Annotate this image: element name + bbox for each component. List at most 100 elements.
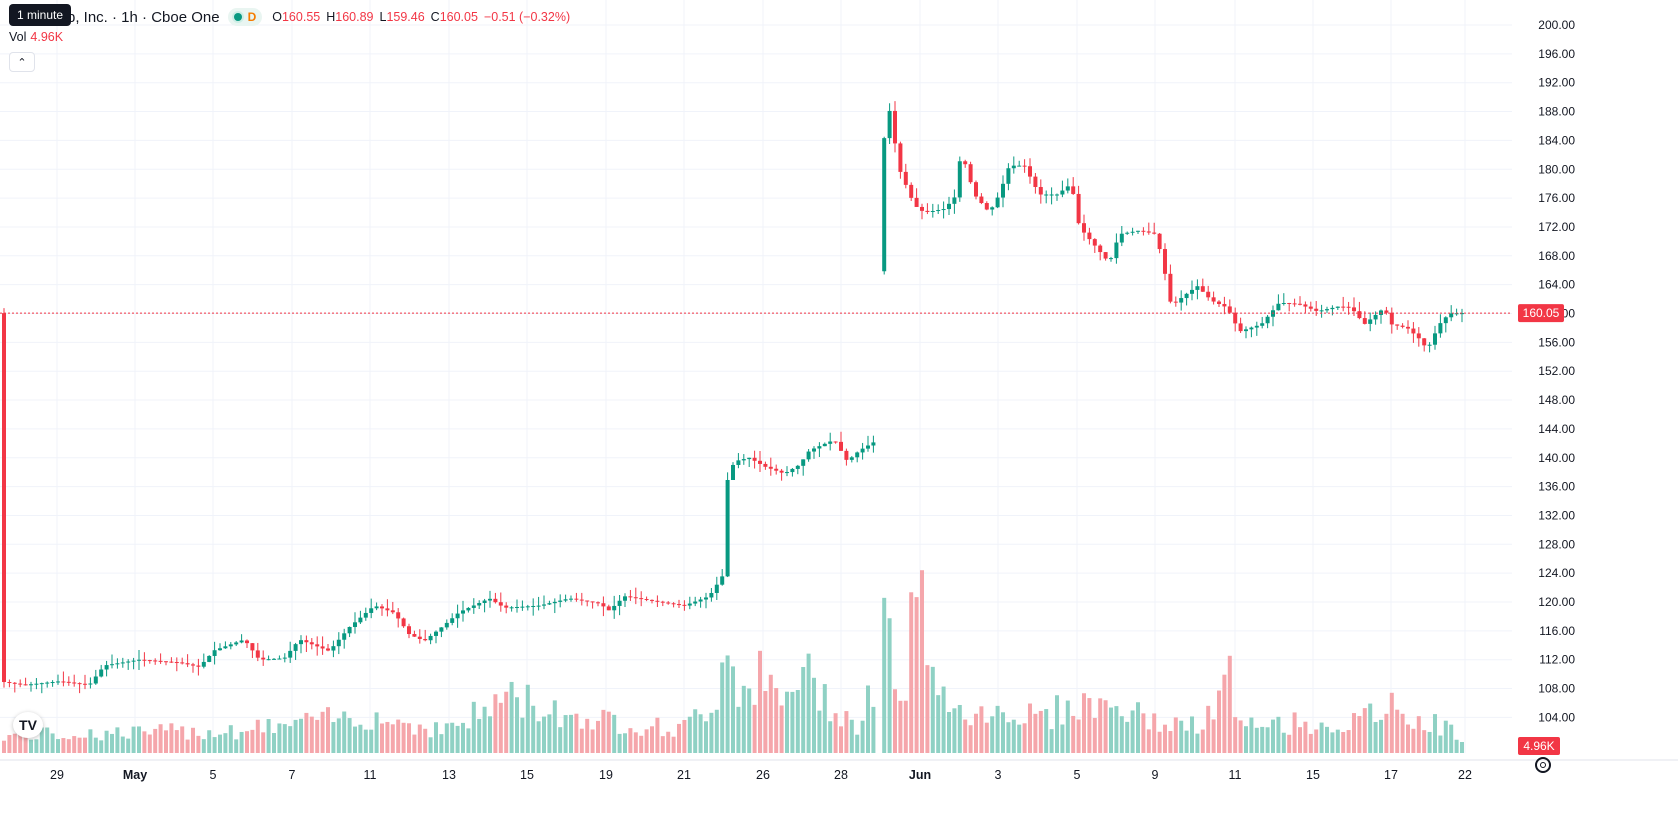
candle-body [1131,232,1135,233]
volume-bar [337,718,341,753]
candle-body [839,442,843,451]
volume-bar [407,723,411,753]
volume-bar [434,722,438,753]
volume-label[interactable]: Vol [9,30,26,44]
volume-bar [148,735,152,753]
candle-body [639,598,643,599]
candle-body [618,601,622,606]
volume-value: 4.96K [30,30,63,44]
candle-body [358,618,362,623]
candle-body [1422,338,1426,345]
candle-body [1125,233,1129,234]
volume-bar [558,727,562,753]
candle-body [1217,302,1221,304]
volume-bar [375,712,379,753]
volume-bar [1217,691,1221,753]
x-tick-label: 9 [1152,768,1159,782]
candle-body [202,662,206,667]
volume-bar [1287,735,1291,753]
candle-body [1244,329,1248,331]
candle-body [904,172,908,185]
volume-bar [796,690,800,753]
volume-bar [898,701,902,753]
volume-bar [1120,716,1124,753]
candle-body [429,636,433,640]
volume-bar [1417,716,1421,753]
volume-bar [574,714,578,753]
candle-body [925,211,929,212]
candle-body [148,660,152,661]
price-axis[interactable]: 200.00 196.00 192.00 188.00 184.00 180.00 176.… [1538,18,1575,724]
candle-body [72,682,76,683]
volume-bar [672,737,676,753]
open-label: O [272,10,282,24]
candle-body [288,651,292,658]
candle-body [861,449,865,453]
candle-body [1374,315,1378,319]
candle-body [1104,252,1108,258]
volume-bar [996,706,1000,753]
volume-bar [596,721,600,753]
tradingview-logo-icon[interactable]: TV [13,712,43,738]
x-tick-label: 11 [364,768,377,782]
candle-body [13,683,17,684]
volume-bar [137,726,141,753]
volume-bar [726,655,730,753]
volume-bar [1352,713,1356,753]
x-tick-label: 15 [520,768,534,782]
candle-body [1006,168,1010,184]
volume-bar [78,738,82,753]
volume-bar [272,733,276,753]
collapse-legend-button[interactable]: ⌃ [9,52,35,72]
volume-bar [180,726,184,753]
symbol-title[interactable]: p, Inc. · 1h · Cboe One [67,9,220,26]
volume-bar [790,692,794,753]
volume-bar [817,711,821,753]
volume-bar [164,730,168,753]
y-tick-label: 104.00 [1538,710,1575,724]
candle-body [634,597,638,598]
interval-tooltip: 1 minute [9,4,71,26]
volume-bar [1017,725,1021,753]
x-tick-label: 5 [210,768,217,782]
x-tick-label: 17 [1384,768,1398,782]
candle-body [871,442,875,445]
candle-body [418,637,422,639]
candle-body [1190,290,1194,294]
candle-body [796,466,800,469]
volume-bar [1455,740,1459,753]
volume-bar [1428,732,1432,753]
volume-bar [1174,717,1178,753]
settings-gear-icon[interactable] [1535,757,1551,773]
candle-body [186,663,190,664]
candle-body [1233,313,1237,324]
candle-body [520,607,524,608]
candle-body [213,650,217,656]
volume-bar [736,707,740,753]
market-status[interactable]: D [228,8,263,26]
volume-bar [882,598,886,753]
candle-body [164,661,168,662]
time-axis[interactable]: 29 May 5 7 11 13 15 19 21 26 28 Jun 3 5 9 11 15 17 22 [0,760,1678,782]
volume-bar [553,700,557,753]
volume-bar [267,719,271,753]
volume-bar [839,726,843,753]
candle-body [612,606,616,610]
candle-body [348,627,352,633]
volume-bar [520,718,524,753]
volume-bar [402,723,406,753]
volume-bar [958,705,962,753]
candle-body [1017,166,1021,167]
y-tick-label: 112.00 [1539,653,1575,667]
candle-body [709,593,713,597]
volume-bar [963,720,967,753]
candle-body [499,602,503,605]
high-value: 160.89 [335,10,373,24]
volume-bar [1060,725,1064,753]
candle-body [1309,307,1313,309]
candle-body [655,601,659,602]
volume-bar [1023,723,1027,753]
volume-bar [904,701,908,753]
volume-bar [828,721,832,753]
